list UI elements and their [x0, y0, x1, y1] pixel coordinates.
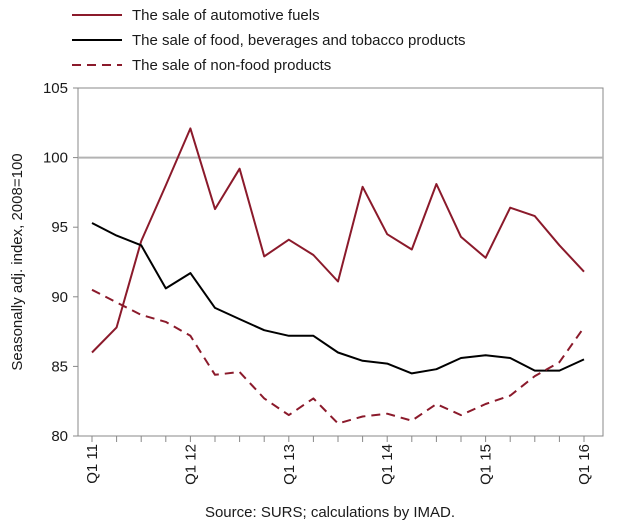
y-tick-label: 105: [43, 80, 68, 97]
y-axis-title: Seasonally adj. index, 2008=100: [9, 153, 26, 370]
x-tick-label: Q1 13: [281, 444, 298, 485]
y-tick-label: 80: [51, 428, 68, 445]
y-tick-label: 85: [51, 358, 68, 375]
x-tick-label: Q1 11: [84, 444, 101, 484]
x-axis: Q1 11 Q1 12 Q1 13 Q1 14 Q1 15 Q1 16: [84, 436, 593, 485]
y-axis: 80 85 90 95 100 105: [43, 80, 78, 445]
y-tick-label: 100: [43, 150, 68, 167]
legend-label-1: The sale of automotive fuels: [132, 7, 320, 24]
y-tick-label: 90: [51, 289, 68, 306]
source-note: Source: SURS; calculations by IMAD.: [205, 504, 455, 521]
x-tick-label: Q1 15: [478, 444, 495, 485]
legend: The sale of automotive fuels The sale of …: [72, 7, 466, 74]
x-tick-label: Q1 16: [576, 444, 593, 485]
y-tick-label: 95: [51, 219, 68, 236]
legend-label-3: The sale of non-food products: [132, 57, 331, 74]
plot-area: [77, 87, 604, 437]
x-tick-label: Q1 12: [182, 444, 199, 485]
plot-frame: [77, 87, 604, 437]
x-tick-label: Q1 14: [379, 444, 396, 485]
legend-label-2: The sale of food, beverages and tobacco …: [132, 32, 466, 49]
series-line-2: [91, 222, 585, 375]
series-line-1: [91, 127, 585, 354]
series-line-3: [91, 288, 585, 425]
